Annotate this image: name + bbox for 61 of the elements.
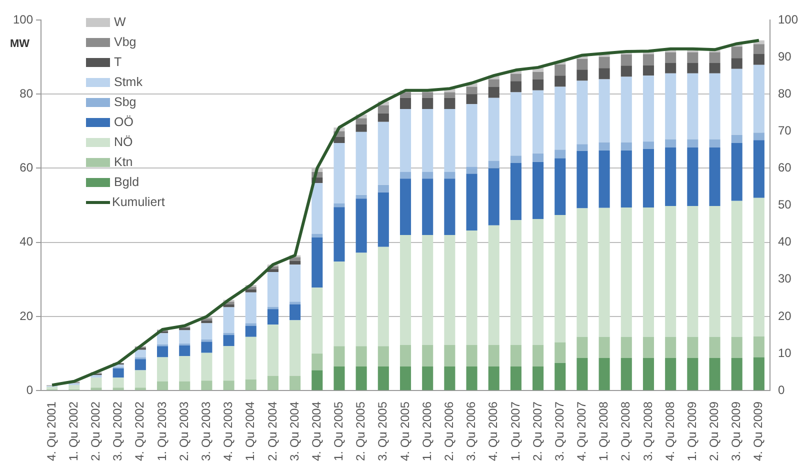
legend-label: Vbg [114,35,136,49]
x-tick-label: 1. Qu 2007 [508,401,522,462]
legend-label: Bgld [114,175,140,189]
y2-tick-label: 100 [778,12,798,26]
legend-label: T [114,55,122,69]
x-tick-label: 1. Qu 2005 [332,401,346,462]
y2-tick-label: 10 [778,346,792,360]
x-tick-label: 1. Qu 2008 [596,401,611,462]
x-tick-label: 2. Qu 2004 [265,401,280,462]
x-tick-label: 2. Qu 2005 [354,401,368,462]
x-tick-label: 4. Qu 2003 [221,401,236,462]
y2-tick-label: 40 [778,234,792,249]
x-tick-label: 1. Qu 2002 [66,401,80,462]
x-tick-label: 3. Qu 2006 [464,401,478,462]
x-tick-label: 4. Qu 2005 [398,401,412,462]
y-axis-title: MW [10,38,30,50]
x-tick-label: 4. Qu 2001 [44,401,58,462]
x-tick-label: 3. Qu 2004 [287,401,302,462]
y2-tick-label: 80 [778,86,792,100]
x-tick-label: 3. Qu 2002 [110,401,125,462]
y2-tick-label: 20 [778,308,792,323]
x-tick-label: 4. Qu 2002 [132,401,147,462]
y2-tick-label: 0 [778,382,785,397]
y2-tick-label: 70 [778,124,792,138]
x-tick-label: 4. Qu 2007 [574,401,589,462]
y-tick-label: 80 [20,86,34,100]
x-tick-label: 1. Qu 2003 [154,401,169,462]
y-tick-label: 0 [26,382,34,397]
x-tick-label: 3. Qu 2009 [729,401,744,462]
x-tick-label: 1. Qu 2006 [420,401,434,462]
x-tick-label: 3. Qu 2005 [376,401,390,462]
legend-label: W [114,15,126,29]
x-tick-label: 2. Qu 2009 [707,401,722,462]
y-tick-label: 20 [20,308,34,323]
y2-tick-label: 50 [778,198,792,212]
x-tick-label: 2. Qu 2003 [176,401,191,462]
x-tick-label: 1. Qu 2004 [243,401,258,462]
legend-label: Ktn [114,155,133,169]
legend-label: Kumuliert [112,195,165,209]
legend-label: OÖ [114,115,134,129]
y-tick-label: 40 [20,234,34,249]
x-tick-label: 4. Qu 2004 [309,401,324,462]
x-tick-label: 4. Qu 2009 [751,401,766,462]
legend-label: NÖ [114,135,133,149]
y-tick-label: 100 [12,12,34,26]
x-tick-label: 1. Qu 2009 [684,401,699,462]
x-tick-label: 3. Qu 2003 [199,401,214,462]
x-tick-label: 2. Qu 2008 [618,401,633,462]
x-tick-label: 3. Qu 2007 [552,401,566,462]
y2-tick-label: 60 [778,160,792,175]
legend-label: Sbg [114,95,136,109]
y2-tick-label: 90 [778,49,792,64]
x-tick-label: 4. Qu 2008 [662,401,677,462]
y-tick-label: 60 [20,160,34,175]
x-tick-label: 2. Qu 2007 [530,401,544,462]
x-tick-label: 2. Qu 2002 [88,401,103,462]
x-tick-label: 3. Qu 2008 [640,401,655,462]
y2-tick-label: 30 [778,272,792,286]
x-tick-label: 2. Qu 2006 [442,401,456,462]
legend-label: Stmk [114,75,142,89]
x-tick-label: 4. Qu 2006 [486,401,500,462]
